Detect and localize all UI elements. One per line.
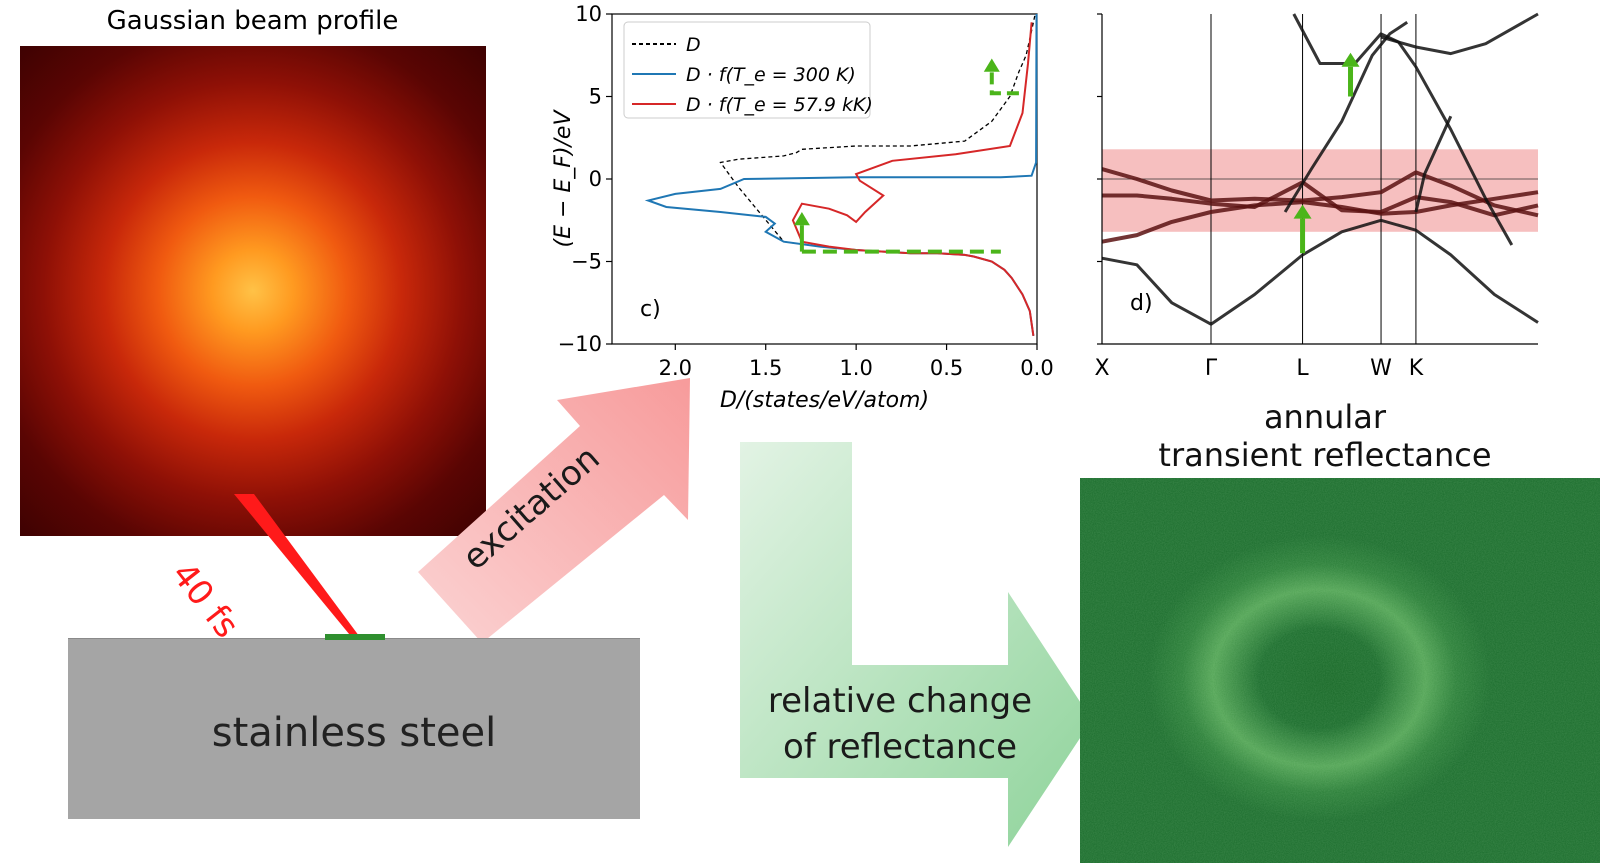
band-line-2 xyxy=(1102,180,1539,218)
beam-profile-title: Gaussian beam profile xyxy=(106,6,399,36)
gaussian-beam-image xyxy=(20,46,486,536)
transition-arrow-w-head xyxy=(1341,52,1360,67)
dos-chart: 10 5 0 −5 −10 2.0 1.5 1.0 0.5 0.0 D/(states/eV/ato… xyxy=(551,2,1054,413)
y-tick-label: −10 xyxy=(558,332,602,356)
legend: D D · f(T_e = 300 K) D · f(T_e = 57.9 kK) xyxy=(623,21,873,119)
x-tick-label: 0.0 xyxy=(1020,356,1053,380)
laser-pulse-beam xyxy=(234,494,362,640)
band-line-4 xyxy=(1283,21,1409,213)
legend-entry-2: D · f(T_e = 57.9 kK) xyxy=(686,94,873,116)
band-line-7 xyxy=(1414,115,1453,213)
legend-entry-0: D xyxy=(686,34,701,56)
reflectance-label-line2: of reflectance xyxy=(782,727,1018,767)
annular-title-line1: annular xyxy=(1263,398,1387,436)
reflectance-label: relative change of reflectance xyxy=(735,678,1065,770)
steel-sample-label: stainless steel xyxy=(211,710,497,756)
reflectance-arrow xyxy=(740,442,1092,847)
panel-label: c) xyxy=(640,297,661,322)
k-point-label: K xyxy=(1409,356,1424,381)
annular-reflectance-image xyxy=(1080,478,1600,863)
band-line-0 xyxy=(1101,218,1539,326)
k-point-label: X xyxy=(1094,356,1109,381)
upper-arrow-head xyxy=(983,58,1000,72)
band-line-6 xyxy=(1380,12,1539,56)
x-tick-label: 0.5 xyxy=(930,356,963,380)
excitation-arrow-head xyxy=(793,212,810,226)
reflectance-label-line1: relative change xyxy=(767,681,1033,721)
x-tick-label: 2.0 xyxy=(659,356,692,380)
legend-box xyxy=(623,21,871,119)
band-structure-chart: X Γ L W Kd) xyxy=(1094,12,1539,381)
band-line-3 xyxy=(1101,167,1539,218)
y-tick-label: 5 xyxy=(589,85,602,109)
y-axis-label: (E − E_F)/eV xyxy=(551,109,576,248)
y-tick-label: 0 xyxy=(589,167,602,191)
transition-arrow-l-head xyxy=(1293,204,1312,219)
k-point-label: L xyxy=(1296,356,1309,381)
y-tick-label: 10 xyxy=(575,2,602,26)
excitation-arrow xyxy=(418,378,690,643)
x-axis-label: D/(states/eV/atom) xyxy=(720,388,929,413)
irradiated-spot xyxy=(325,634,385,640)
k-point-label: W xyxy=(1370,356,1392,381)
k-point-label: Γ xyxy=(1205,356,1218,381)
x-tick-label: 1.5 xyxy=(749,356,782,380)
y-tick-label: −5 xyxy=(571,250,602,274)
legend-entry-1: D · f(T_e = 300 K) xyxy=(686,64,856,86)
steel-sample xyxy=(68,638,640,819)
annular-noise xyxy=(1080,478,1600,863)
panel-label: d) xyxy=(1130,291,1153,316)
series-line-2 xyxy=(791,22,1035,336)
upper-dashed-line xyxy=(989,71,1019,96)
annular-title-line2: transient reflectance xyxy=(1158,436,1492,474)
x-tick-label: 1.0 xyxy=(839,356,872,380)
annular-reflectance-title: annular transient reflectance xyxy=(1090,398,1560,474)
